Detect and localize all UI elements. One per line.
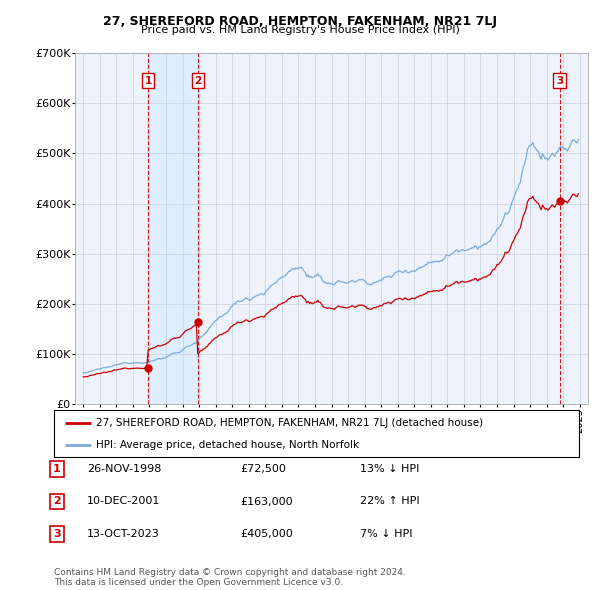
Text: 13-OCT-2023: 13-OCT-2023 [87,529,160,539]
Text: 3: 3 [556,76,563,86]
Text: 1: 1 [53,464,61,474]
Text: 1: 1 [145,76,152,86]
Text: £72,500: £72,500 [240,464,286,474]
Bar [148,53,198,404]
Text: 3: 3 [53,529,61,539]
Text: 22% ↑ HPI: 22% ↑ HPI [360,497,419,506]
Text: 2: 2 [53,497,61,506]
Text: HPI: Average price, detached house, North Norfolk: HPI: Average price, detached house, Nort… [96,440,359,450]
Text: 27, SHEREFORD ROAD, HEMPTON, FAKENHAM, NR21 7LJ: 27, SHEREFORD ROAD, HEMPTON, FAKENHAM, N… [103,15,497,28]
Text: 13% ↓ HPI: 13% ↓ HPI [360,464,419,474]
Text: 2: 2 [194,76,202,86]
Text: £405,000: £405,000 [240,529,293,539]
Text: Contains HM Land Registry data © Crown copyright and database right 2024.
This d: Contains HM Land Registry data © Crown c… [54,568,406,587]
Text: 27, SHEREFORD ROAD, HEMPTON, FAKENHAM, NR21 7LJ (detached house): 27, SHEREFORD ROAD, HEMPTON, FAKENHAM, N… [96,418,483,428]
Text: 26-NOV-1998: 26-NOV-1998 [87,464,161,474]
Text: £163,000: £163,000 [240,497,293,506]
Text: 7% ↓ HPI: 7% ↓ HPI [360,529,413,539]
Text: Price paid vs. HM Land Registry's House Price Index (HPI): Price paid vs. HM Land Registry's House … [140,25,460,35]
Text: 10-DEC-2001: 10-DEC-2001 [87,497,160,506]
